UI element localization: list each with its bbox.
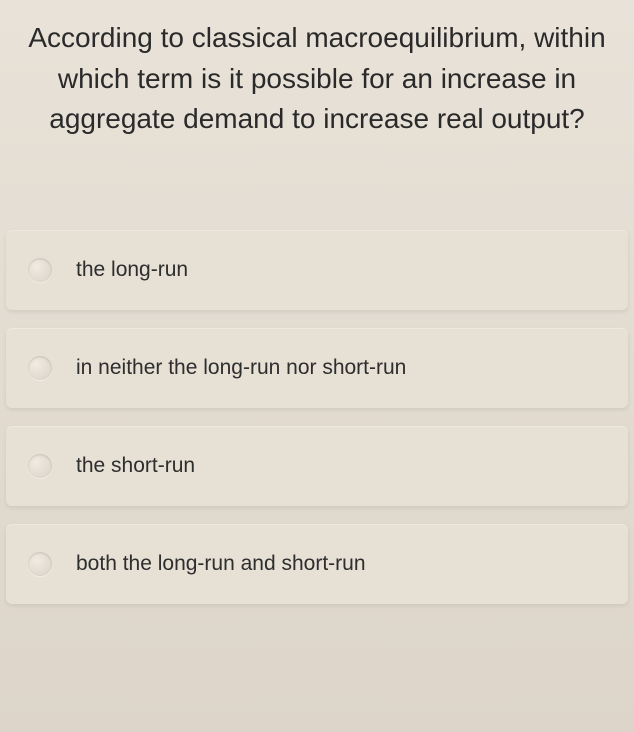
- option-3[interactable]: both the long-run and short-run: [6, 524, 628, 604]
- option-label: the long-run: [76, 258, 188, 282]
- option-label: in neither the long-run nor short-run: [76, 356, 406, 380]
- radio-icon[interactable]: [28, 258, 52, 282]
- options-list: the long-run in neither the long-run nor…: [0, 230, 634, 604]
- option-label: the short-run: [76, 454, 195, 478]
- radio-icon[interactable]: [28, 356, 52, 380]
- radio-icon[interactable]: [28, 552, 52, 576]
- option-0[interactable]: the long-run: [6, 230, 628, 310]
- option-label: both the long-run and short-run: [76, 552, 366, 576]
- option-1[interactable]: in neither the long-run nor short-run: [6, 328, 628, 408]
- question-text: According to classical macroequilibrium,…: [24, 18, 610, 140]
- option-2[interactable]: the short-run: [6, 426, 628, 506]
- radio-icon[interactable]: [28, 454, 52, 478]
- question-area: According to classical macroequilibrium,…: [0, 0, 634, 140]
